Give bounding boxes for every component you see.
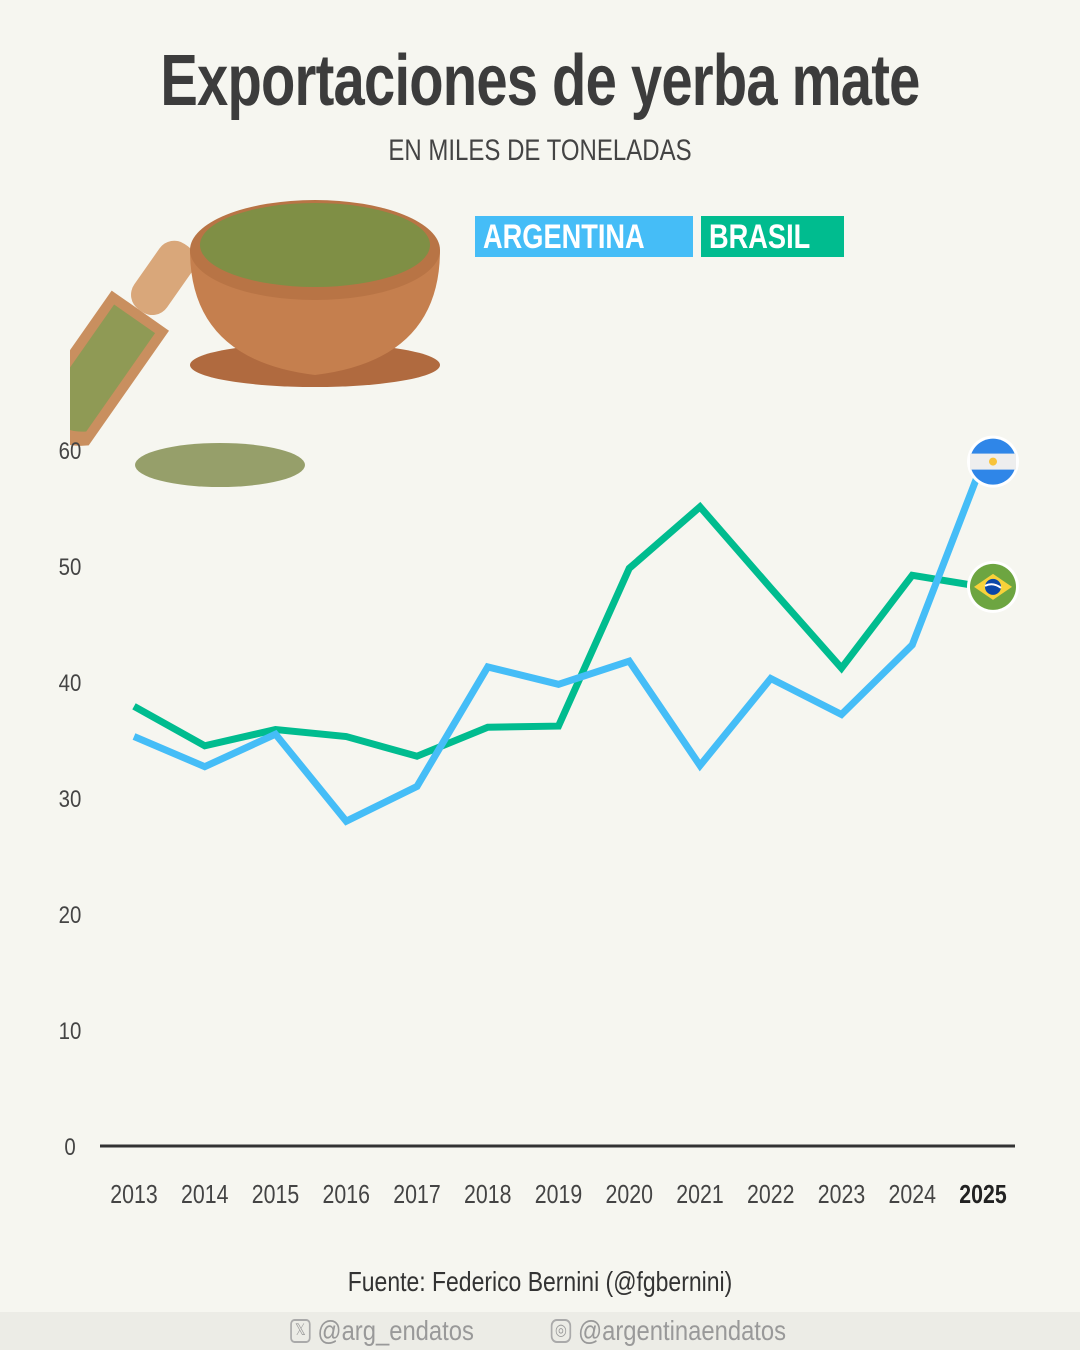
legend-argentina: ARGENTINA: [475, 216, 694, 257]
x-tick-label: 2015: [252, 1180, 299, 1210]
instagram-icon: ◎: [550, 1319, 571, 1343]
y-tick-label: 40: [59, 669, 82, 696]
instagram-handle[interactable]: ◎ @argentinaendatos: [550, 1315, 786, 1347]
legend-brasil: BRASIL: [701, 216, 844, 257]
yerba-mate-image: [70, 200, 440, 487]
legend: ARGENTINA BRASIL: [475, 216, 844, 257]
x-icon: 𝕏: [289, 1319, 311, 1343]
line-chart: 0 10 20 30 40 50 60 2013 2014 2015 2016 2017 2018 201…: [59, 435, 1019, 1210]
chart-subtitle: EN MILES DE TONELADAS: [388, 134, 692, 167]
x-tick-label: 2023: [818, 1180, 865, 1210]
x-tick-label: 2019: [535, 1180, 582, 1210]
x-tick-label: 2016: [323, 1180, 370, 1210]
x-tick-label: 2025: [959, 1180, 1006, 1210]
series-line-argentina: [132, 460, 987, 826]
y-tick-label: 0: [64, 1133, 75, 1160]
x-tick-label: 2014: [181, 1180, 228, 1210]
y-tick-label: 30: [59, 785, 82, 812]
y-tick-label: 10: [59, 1017, 82, 1044]
x-tick-label: 2018: [464, 1180, 511, 1210]
x-tick-label: 2024: [889, 1180, 936, 1210]
y-tick-label: 60: [59, 437, 82, 464]
x-tick-label: 2017: [393, 1180, 440, 1210]
argentina-flag-icon: [967, 435, 1019, 488]
chart-title: Exportaciones de yerba mate: [160, 41, 920, 121]
x-tick-label: 2021: [676, 1180, 723, 1210]
footer: 𝕏 @arg_endatos ◎ @argentinaendatos: [0, 1312, 1080, 1350]
y-tick-label: 20: [59, 901, 82, 928]
x-tick-label: 2022: [747, 1180, 794, 1210]
x-tick-label: 2020: [606, 1180, 653, 1210]
series-line-brasil: [132, 501, 984, 760]
y-tick-label: 50: [59, 553, 82, 580]
source-note: Fuente: Federico Bernini (@fgbernini): [347, 1266, 733, 1297]
x-tick-label: 2013: [110, 1180, 157, 1210]
brazil-flag-icon: [967, 560, 1019, 613]
twitter-handle[interactable]: 𝕏 @arg_endatos: [289, 1315, 473, 1347]
